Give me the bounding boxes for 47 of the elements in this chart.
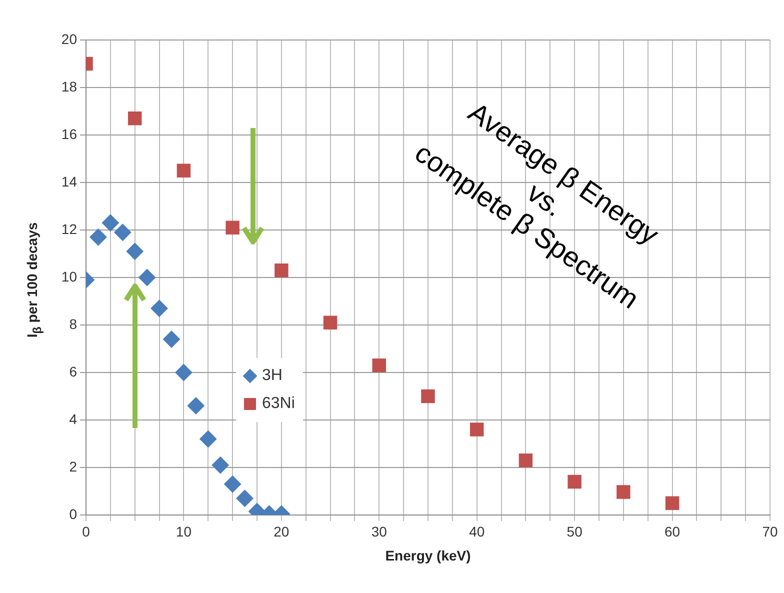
y-tick-label: 18: [61, 78, 78, 94]
point: [518, 454, 533, 468]
point: [90, 228, 107, 246]
point: [175, 364, 192, 381]
point: [150, 300, 168, 317]
x-tick-label: 10: [176, 523, 192, 540]
point: [212, 456, 229, 474]
x-tick-label: 40: [469, 523, 485, 540]
y-tick-label: 4: [69, 410, 78, 427]
y-tick-label: 20: [61, 30, 78, 47]
x-tick-label: 50: [566, 523, 583, 540]
y-tick-label: 8: [69, 316, 78, 332]
point: [568, 474, 582, 489]
point: [114, 224, 132, 241]
point: [226, 220, 240, 234]
point: [224, 476, 242, 493]
legend-label: 3H: [262, 367, 282, 385]
point: [163, 330, 180, 348]
point: [126, 242, 144, 260]
point: [200, 430, 217, 448]
point: [421, 389, 435, 404]
point: [372, 358, 386, 372]
x-axis-title: Energy (keV): [385, 547, 471, 564]
y-tick-label: 0: [69, 506, 78, 522]
point: [236, 490, 254, 507]
point: [665, 496, 680, 510]
point: [138, 269, 156, 286]
point: [274, 264, 288, 278]
x-tick-label: 20: [274, 523, 290, 540]
x-tick-label: 30: [371, 523, 388, 540]
legend-label: 63Ni: [262, 395, 295, 413]
point: [323, 316, 338, 330]
y-tick-label: 10: [61, 268, 78, 284]
point: [187, 397, 204, 414]
y-tick-label: 12: [61, 220, 78, 237]
y-tick-label: 14: [61, 173, 78, 190]
point: [176, 164, 191, 178]
point: [128, 112, 142, 126]
y-tick-label: 2: [69, 458, 78, 474]
x-tick-label: 70: [762, 523, 778, 540]
point: [616, 485, 630, 499]
point: [470, 422, 484, 436]
x-tick-label: 0: [82, 523, 90, 540]
point: [102, 214, 119, 232]
y-tick-label: 16: [61, 126, 78, 142]
y-tick-label: 6: [69, 363, 78, 380]
x-tick-label: 60: [664, 523, 680, 540]
